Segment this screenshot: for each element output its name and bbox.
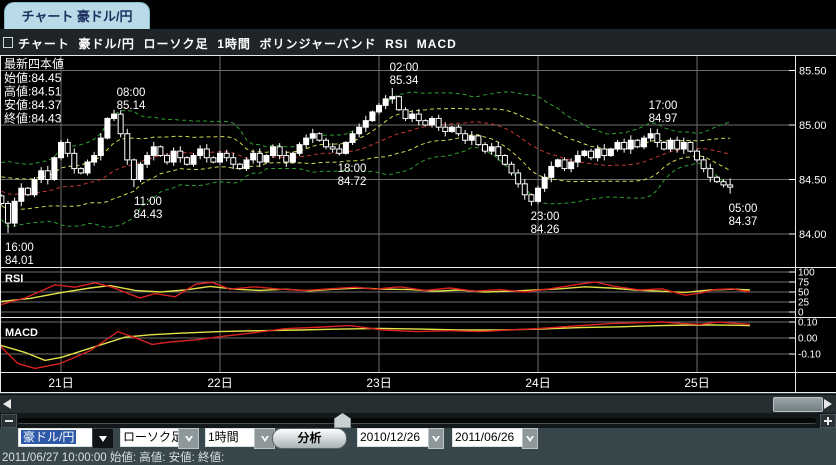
ohlc-box-row: 高値:84.51 bbox=[4, 84, 62, 99]
timeframe-value: 1時間 bbox=[208, 430, 239, 444]
rsi-tick-label: 75 bbox=[798, 278, 810, 289]
chart-area[interactable]: 85.50 85.00 84.50 84.00 100 75 50 25 0 0.10 0.00 -0… bbox=[0, 55, 836, 393]
chevron-down-icon bbox=[260, 435, 269, 442]
zoom-slider-strip bbox=[0, 413, 836, 428]
tab-strip: チャート 豪ドル/円 bbox=[0, 0, 836, 30]
bottom-toolbar: 豪ドル/円 ローソク足 1時間 分析 2010/12/26 2011/06/26 bbox=[0, 427, 836, 449]
date-axis-label: 21日 bbox=[48, 376, 73, 390]
annotation-price: 84.37 bbox=[729, 216, 758, 228]
rsi-tick-label: 25 bbox=[798, 298, 810, 309]
annotation-price: 84.43 bbox=[134, 209, 163, 221]
zoom-slider-track[interactable] bbox=[18, 418, 816, 424]
annotation-price: 84.72 bbox=[338, 176, 367, 188]
price-tick-label: 84.50 bbox=[799, 175, 827, 187]
macd-tick-label: 0.10 bbox=[798, 318, 818, 329]
horizontal-scrollbar[interactable] bbox=[0, 394, 836, 414]
window-marker-icon bbox=[3, 37, 13, 48]
annotation-price: 84.97 bbox=[649, 113, 678, 125]
chevron-down-icon bbox=[432, 435, 440, 442]
zoom-in-button[interactable] bbox=[820, 414, 836, 428]
date-from-dropdown-button[interactable] bbox=[428, 428, 444, 449]
annotation-time: 18:00 bbox=[338, 163, 367, 175]
rsi-signal-line bbox=[0, 284, 751, 303]
rsi-pane-label: RSI bbox=[5, 273, 23, 285]
zoom-slider-thumb[interactable] bbox=[334, 413, 351, 428]
date-to-dropdown-button[interactable] bbox=[522, 428, 538, 449]
ohlc-box-row: 始値:84.45 bbox=[4, 70, 62, 85]
annotation-price: 85.14 bbox=[117, 100, 146, 112]
chevron-down-icon bbox=[184, 435, 193, 442]
price-tick-label: 85.50 bbox=[799, 66, 827, 78]
chevron-down-icon bbox=[99, 435, 107, 442]
annotation-time: 08:00 bbox=[117, 87, 146, 99]
gridlines bbox=[0, 55, 795, 372]
macd-pane-label: MACD bbox=[5, 327, 38, 339]
bollinger-lower1 bbox=[1, 134, 731, 211]
annotation-time: 11:00 bbox=[134, 196, 162, 208]
annotation-time: 17:00 bbox=[649, 100, 678, 112]
annotation-time: 05:00 bbox=[729, 203, 758, 215]
date-axis-label: 23日 bbox=[366, 376, 391, 390]
date-to-value: 2011/06/26 bbox=[455, 430, 515, 444]
status-bar: 2011/06/27 10:00:00 始値: 高値: 安値: 終値: bbox=[2, 452, 225, 464]
chevron-down-icon bbox=[526, 435, 534, 442]
minus-icon bbox=[5, 420, 13, 422]
tab-chart-audjpy[interactable]: チャート 豪ドル/円 bbox=[4, 2, 150, 30]
date-to-field[interactable]: 2011/06/26 bbox=[452, 428, 526, 447]
analyze-button[interactable]: 分析 bbox=[272, 428, 347, 449]
zoom-out-button[interactable] bbox=[1, 414, 17, 428]
rsi-tick-label: 0 bbox=[798, 308, 804, 319]
macd-line bbox=[0, 321, 751, 370]
pair-select-value: 豪ドル/円 bbox=[21, 430, 77, 444]
rsi-tick-label: 100 bbox=[798, 268, 815, 279]
annotation-time: 02:00 bbox=[390, 62, 419, 74]
ohlc-box-title: 最新四本値 bbox=[4, 56, 64, 71]
annotation-time: 16:00 bbox=[5, 242, 34, 254]
rsi-tick-label: 50 bbox=[798, 288, 810, 299]
date-from-field[interactable]: 2010/12/26 bbox=[357, 428, 432, 447]
scrollbar-thumb[interactable] bbox=[773, 397, 823, 412]
bollinger-lower2 bbox=[1, 146, 731, 229]
menu-bar: チャート 豪ドル/円 ローソク足 1時間 ボリンジャーバンド RSI MACD bbox=[0, 29, 836, 81]
date-axis-label: 25日 bbox=[684, 376, 709, 390]
annotation-price: 85.34 bbox=[390, 75, 419, 87]
candles bbox=[0, 87, 734, 233]
bollinger-middle bbox=[1, 121, 731, 195]
annotation-price: 84.01 bbox=[5, 255, 34, 267]
macd-tick-label: 0.00 bbox=[798, 334, 818, 345]
pair-select[interactable]: 豪ドル/円 bbox=[18, 428, 96, 447]
chart-type-value: ローソク足 bbox=[123, 430, 182, 444]
macd-signal-line bbox=[0, 324, 751, 362]
annotation-time: 23:00 bbox=[531, 211, 560, 223]
ohlc-box-row: 終値:84.43 bbox=[4, 111, 62, 126]
date-axis-label: 24日 bbox=[525, 376, 550, 390]
bollinger-upper1 bbox=[1, 107, 731, 180]
chart-type-dropdown-button[interactable] bbox=[178, 428, 199, 449]
pane-borders bbox=[0, 55, 836, 393]
macd-tick-label: -0.10 bbox=[798, 350, 821, 361]
scroll-left-icon[interactable] bbox=[3, 399, 11, 409]
price-tick-label: 85.00 bbox=[799, 120, 827, 132]
rsi-line bbox=[0, 281, 751, 306]
pair-select-dropdown-button[interactable] bbox=[92, 428, 114, 449]
date-axis-label: 22日 bbox=[207, 376, 232, 390]
scroll-right-icon[interactable] bbox=[824, 399, 832, 409]
price-tick-label: 84.00 bbox=[799, 229, 827, 241]
chart-type-select[interactable]: ローソク足 bbox=[120, 428, 182, 447]
timeframe-select[interactable]: 1時間 bbox=[205, 428, 258, 447]
chart-settings-label[interactable]: チャート 豪ドル/円 ローソク足 1時間 ボリンジャーバンド RSI MACD bbox=[18, 37, 457, 51]
annotation-price: 84.26 bbox=[531, 224, 560, 236]
date-from-value: 2010/12/26 bbox=[360, 430, 421, 444]
ohlc-box-row: 安値:84.37 bbox=[4, 97, 62, 112]
